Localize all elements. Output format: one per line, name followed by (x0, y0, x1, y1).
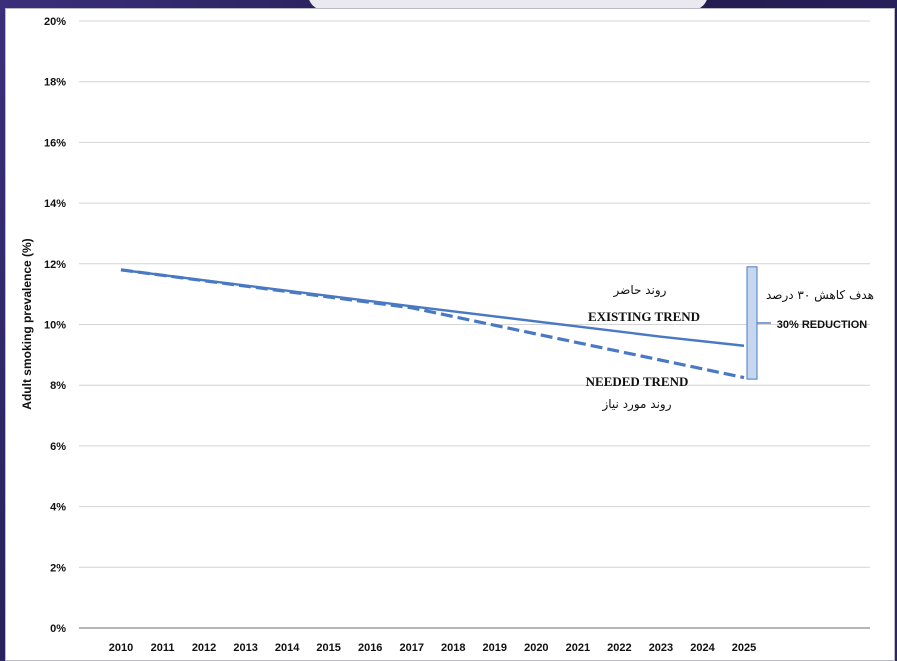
y-tick-label: 10% (44, 320, 66, 332)
y-tick-label: 16% (44, 137, 66, 149)
y-tick-label: 6% (50, 441, 66, 453)
x-tick-label: 2016 (358, 642, 382, 654)
y-tick-label: 20% (44, 16, 66, 28)
reduction-bracket (746, 266, 771, 380)
x-tick-label: 2015 (316, 642, 340, 654)
series-line-needed (120, 268, 745, 380)
x-tick-label: 2023 (649, 642, 673, 654)
y-tick-label: 8% (50, 380, 66, 392)
y-tick-label: 0% (50, 623, 66, 635)
y-tick-label: 4% (50, 502, 66, 514)
y-tick-label: 18% (44, 77, 66, 89)
y-tick-label: 12% (44, 259, 66, 271)
existing-trend-label-fa: روند حاضر (613, 283, 667, 298)
x-tick-label: 2013 (233, 642, 257, 654)
series-lines (120, 268, 745, 380)
needed-trend-label: NEEDED TREND (586, 374, 689, 389)
slide-top-tab (308, 0, 708, 10)
gridlines (79, 20, 870, 629)
x-tick-label: 2014 (275, 642, 300, 654)
x-tick-label: 2011 (151, 642, 175, 654)
x-tick-label: 2018 (441, 642, 465, 654)
reduction-goal-label-fa: هدف کاهش ۳۰ درصد (766, 288, 874, 303)
x-tick-label: 2012 (192, 642, 216, 654)
x-tick-label: 2025 (732, 642, 756, 654)
reduction-label: 30% REDUCTION (777, 319, 868, 331)
existing-trend-label: EXISTING TREND (588, 309, 700, 324)
x-tick-label: 2010 (109, 642, 133, 654)
x-tick-label: 2017 (399, 642, 423, 654)
x-tick-label: 2022 (607, 642, 631, 654)
x-tick-label: 2020 (524, 642, 548, 654)
reduction-bracket-bar (746, 266, 758, 380)
y-tick-labels: 0% 2% 4% 6% 8% 10% 12% 14% 16% 18% 20% (44, 16, 66, 635)
y-tick-label: 14% (44, 198, 66, 210)
y-tick-label: 2% (50, 562, 66, 574)
needed-trend-label-fa: روند مورد نیاز (601, 397, 671, 412)
y-axis-label: Adult smoking prevalence (%) (20, 238, 34, 409)
x-tick-label: 2024 (690, 642, 715, 654)
x-tick-label: 2019 (483, 642, 507, 654)
x-tick-labels: 2010 2011 2012 2013 2014 2015 2016 2017 2018 2019… (109, 642, 756, 654)
x-tick-label: 2021 (566, 642, 590, 654)
